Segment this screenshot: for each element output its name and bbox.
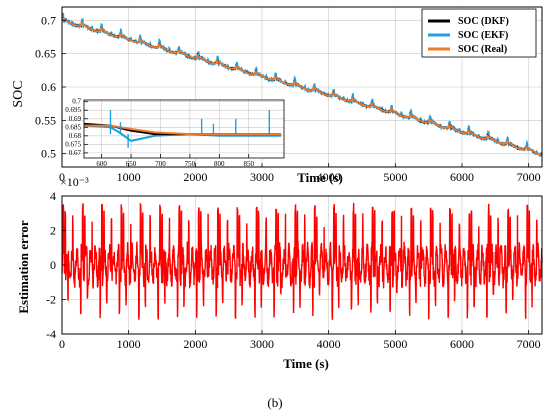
- soc-x-axis-label: Time (s): [297, 170, 343, 185]
- x-tick-label: 650: [126, 160, 137, 168]
- y-tick-label: 0.7: [72, 98, 81, 106]
- x-tick-label: 2000: [183, 337, 207, 351]
- y-tick-label: 0.55: [35, 113, 56, 127]
- y-tick-label: 0.7: [41, 13, 56, 27]
- error-chart: 0 1000 2000 3000 4000 5000 6000 7000 -4 -2 0 2 4 ×1…: [16, 175, 543, 371]
- x-tick-label: 800: [214, 160, 225, 168]
- x-tick-label: 600: [96, 160, 107, 168]
- y-tick-label: 0.675: [65, 140, 81, 148]
- inset-background: [84, 100, 284, 158]
- x-tick-label: 1000: [117, 170, 141, 184]
- y-tick-label: 0.69: [69, 115, 82, 123]
- inset-frame: [83, 99, 285, 159]
- legend-label-real: SOC (Real): [458, 44, 507, 55]
- x-tick-label: 1000: [117, 337, 141, 351]
- x-tick-label: 2000: [183, 170, 207, 184]
- x-tick-label: 700: [155, 160, 166, 168]
- soc-y-ticks: 0.5 0.55 0.6 0.65 0.7: [35, 13, 66, 161]
- y-tick-label: 0.695: [65, 106, 81, 114]
- x-tick-label: 750: [185, 160, 196, 168]
- x-tick-label: 7000: [517, 170, 541, 184]
- y-tick-label: 4: [50, 189, 56, 203]
- y-tick-label: 0: [50, 258, 56, 272]
- y-tick-label: -4: [46, 327, 56, 341]
- x-tick-label: 3000: [250, 337, 274, 351]
- legend-label-dkf: SOC (DKF): [458, 16, 509, 27]
- y-tick-label: 0.6: [41, 80, 56, 94]
- y-tick-label: -2: [46, 293, 56, 307]
- soc-series: [61, 12, 543, 158]
- inset-series: [83, 110, 282, 148]
- series-line-real: [61, 16, 543, 156]
- error-x-axis-label: Time (s): [283, 356, 329, 371]
- x-tick-label: 4000: [317, 337, 341, 351]
- soc-chart: 0 1000 2000 3000 4000 5000 6000 7000 0.5 0.55 0.6…: [11, 6, 543, 185]
- x-tick-label: 6000: [450, 337, 474, 351]
- inset-line-real: [84, 124, 282, 136]
- inset-grid: [84, 100, 284, 158]
- x-tick-label: 5000: [383, 170, 407, 184]
- error-series: [61, 202, 543, 320]
- inset-line-ekf: [83, 124, 282, 142]
- x-tick-label: 4000: [317, 170, 341, 184]
- series-line-error: [61, 202, 543, 320]
- figure-caption: (b): [267, 395, 282, 410]
- soc-x-ticks: 0 1000 2000 3000 4000 5000 6000 7000: [59, 163, 541, 184]
- x-tick-label: 5000: [383, 337, 407, 351]
- inset-x-ticks: 600 650 700 750 800 850: [96, 154, 254, 168]
- x-tick-label: 0: [59, 170, 65, 184]
- x-tick-label: 6000: [450, 170, 474, 184]
- x-tick-label: 7000: [517, 337, 541, 351]
- x-tick-label: 0: [59, 337, 65, 351]
- y-tick-label: 0.68: [69, 132, 82, 140]
- y-tick-label: 0.5: [41, 147, 56, 161]
- soc-legend: SOC (DKF) SOC (EKF) SOC (Real): [421, 8, 537, 58]
- soc-y-axis-label: SOC: [11, 80, 26, 107]
- x-tick-label: 3000: [250, 170, 274, 184]
- error-x-ticks: 0 1000 2000 3000 4000 5000 6000 7000: [59, 330, 541, 351]
- y-tick-label: 0.685: [65, 123, 81, 131]
- y-tick-label: 0.65: [35, 47, 56, 61]
- y-tick-label: 0.67: [69, 149, 82, 157]
- x-tick-label: 850: [243, 160, 254, 168]
- error-y-ticks: -4 -2 0 2 4: [46, 189, 66, 341]
- soc-inset: 600 650 700 750 800 850 0.670.6750.680.6850.6…: [65, 98, 285, 168]
- error-y-axis-label: Estimation error: [16, 220, 31, 313]
- error-exponent-label: ×10⁻³: [60, 175, 89, 189]
- legend-label-ekf: SOC (EKF): [458, 30, 508, 41]
- y-tick-label: 2: [50, 224, 56, 238]
